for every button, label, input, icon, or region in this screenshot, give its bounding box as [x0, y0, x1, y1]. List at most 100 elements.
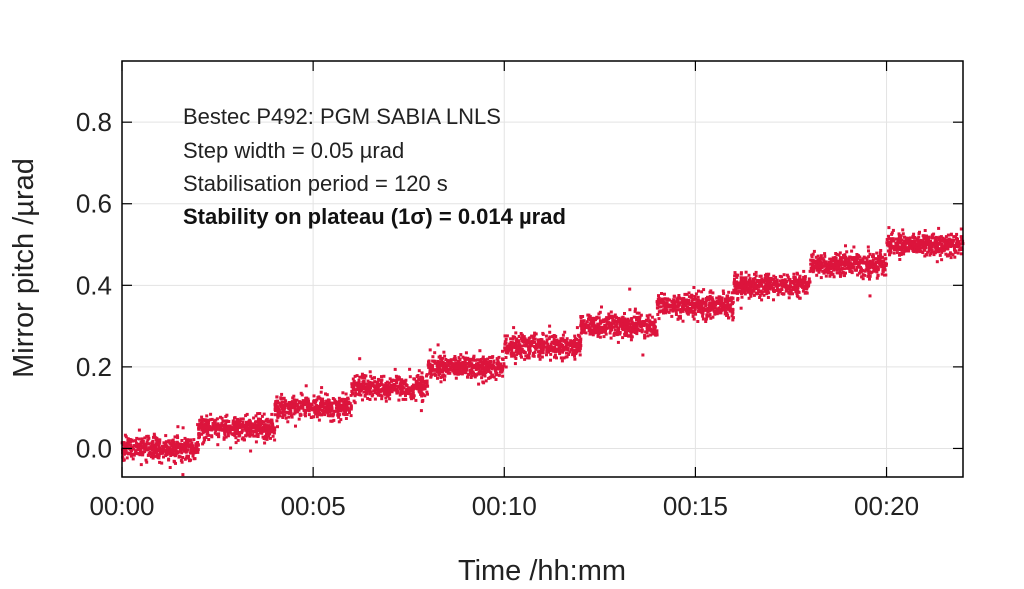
- data-point: [281, 416, 285, 419]
- data-point: [595, 316, 599, 320]
- data-point: [527, 346, 531, 350]
- data-point: [747, 273, 751, 277]
- data-point: [604, 329, 607, 333]
- data-point: [764, 286, 768, 290]
- data-point: [760, 278, 764, 282]
- data-point: [937, 250, 941, 254]
- data-point: [959, 235, 963, 239]
- data-point: [618, 332, 622, 336]
- data-point: [868, 261, 872, 265]
- data-point: [945, 238, 949, 242]
- data-point: [780, 284, 784, 288]
- data-point: [649, 333, 653, 337]
- data-point: [176, 436, 180, 440]
- data-point: [189, 443, 193, 447]
- data-point: [681, 319, 685, 323]
- data-point: [955, 239, 959, 243]
- data-point: [574, 342, 578, 346]
- data-point: [375, 385, 379, 389]
- data-point: [631, 322, 635, 326]
- data-point: [282, 410, 286, 414]
- data-point: [470, 366, 474, 370]
- data-point: [599, 319, 603, 323]
- data-point: [287, 415, 291, 419]
- data-point: [932, 251, 936, 255]
- data-point: [828, 274, 832, 278]
- data-point: [395, 391, 399, 395]
- data-point: [743, 292, 747, 296]
- data-point: [918, 247, 922, 251]
- data-point: [307, 413, 311, 417]
- data-point: [482, 367, 486, 371]
- data-point: [860, 275, 864, 279]
- data-point: [772, 289, 775, 293]
- data-point: [949, 241, 953, 245]
- data-point: [938, 241, 942, 245]
- data-point: [267, 434, 271, 438]
- data-point: [337, 405, 341, 408]
- data-point: [216, 426, 220, 430]
- data-point: [784, 282, 788, 286]
- data-point: [748, 282, 752, 286]
- data-point: [946, 247, 950, 251]
- data-point: [762, 293, 766, 297]
- data-point: [832, 262, 836, 266]
- data-point: [141, 441, 145, 445]
- data-point: [398, 387, 402, 391]
- data-point: [522, 340, 526, 344]
- data-point: [146, 448, 150, 451]
- data-point: [319, 399, 323, 403]
- data-point: [907, 249, 911, 253]
- data-point: [194, 444, 198, 448]
- data-point: [384, 399, 388, 403]
- data-point: [540, 342, 544, 345]
- data-point: [504, 356, 508, 359]
- data-point: [687, 295, 691, 299]
- data-point: [276, 415, 280, 419]
- data-point: [561, 345, 565, 349]
- data-point: [915, 250, 919, 254]
- data-point: [598, 326, 602, 330]
- data-point: [657, 317, 661, 321]
- data-point: [789, 280, 793, 283]
- data-point: [525, 342, 529, 346]
- data-point: [135, 436, 139, 440]
- data-point: [536, 340, 540, 343]
- data-point: [594, 330, 598, 334]
- data-point: [615, 333, 619, 337]
- data-point: [671, 303, 675, 307]
- data-point: [168, 446, 172, 450]
- data-point: [752, 293, 756, 297]
- data-point: [545, 347, 549, 351]
- data-point: [352, 385, 356, 389]
- data-point: [469, 371, 472, 375]
- data-point: [156, 449, 160, 453]
- data-point: [926, 250, 930, 254]
- data-point: [282, 404, 286, 407]
- data-point: [461, 371, 465, 374]
- data-point: [146, 434, 150, 438]
- data-point: [189, 446, 193, 450]
- data-point: [156, 453, 160, 457]
- data-point: [694, 292, 698, 296]
- data-point: [527, 356, 531, 360]
- data-point: [599, 321, 603, 325]
- data-point: [766, 281, 770, 285]
- data-point: [276, 399, 279, 403]
- data-point: [213, 431, 217, 435]
- data-point: [505, 351, 509, 355]
- data-point: [453, 356, 457, 360]
- data-point: [327, 398, 331, 402]
- data-point: [138, 443, 142, 447]
- data-point: [271, 424, 275, 428]
- data-point: [240, 429, 244, 433]
- data-point: [809, 262, 813, 266]
- data-point: [766, 296, 770, 299]
- data-point: [685, 292, 689, 296]
- data-point: [420, 371, 424, 375]
- data-point: [822, 271, 826, 275]
- data-point: [566, 348, 570, 352]
- data-point: [935, 250, 939, 253]
- data-point: [844, 271, 847, 275]
- data-point: [260, 414, 264, 418]
